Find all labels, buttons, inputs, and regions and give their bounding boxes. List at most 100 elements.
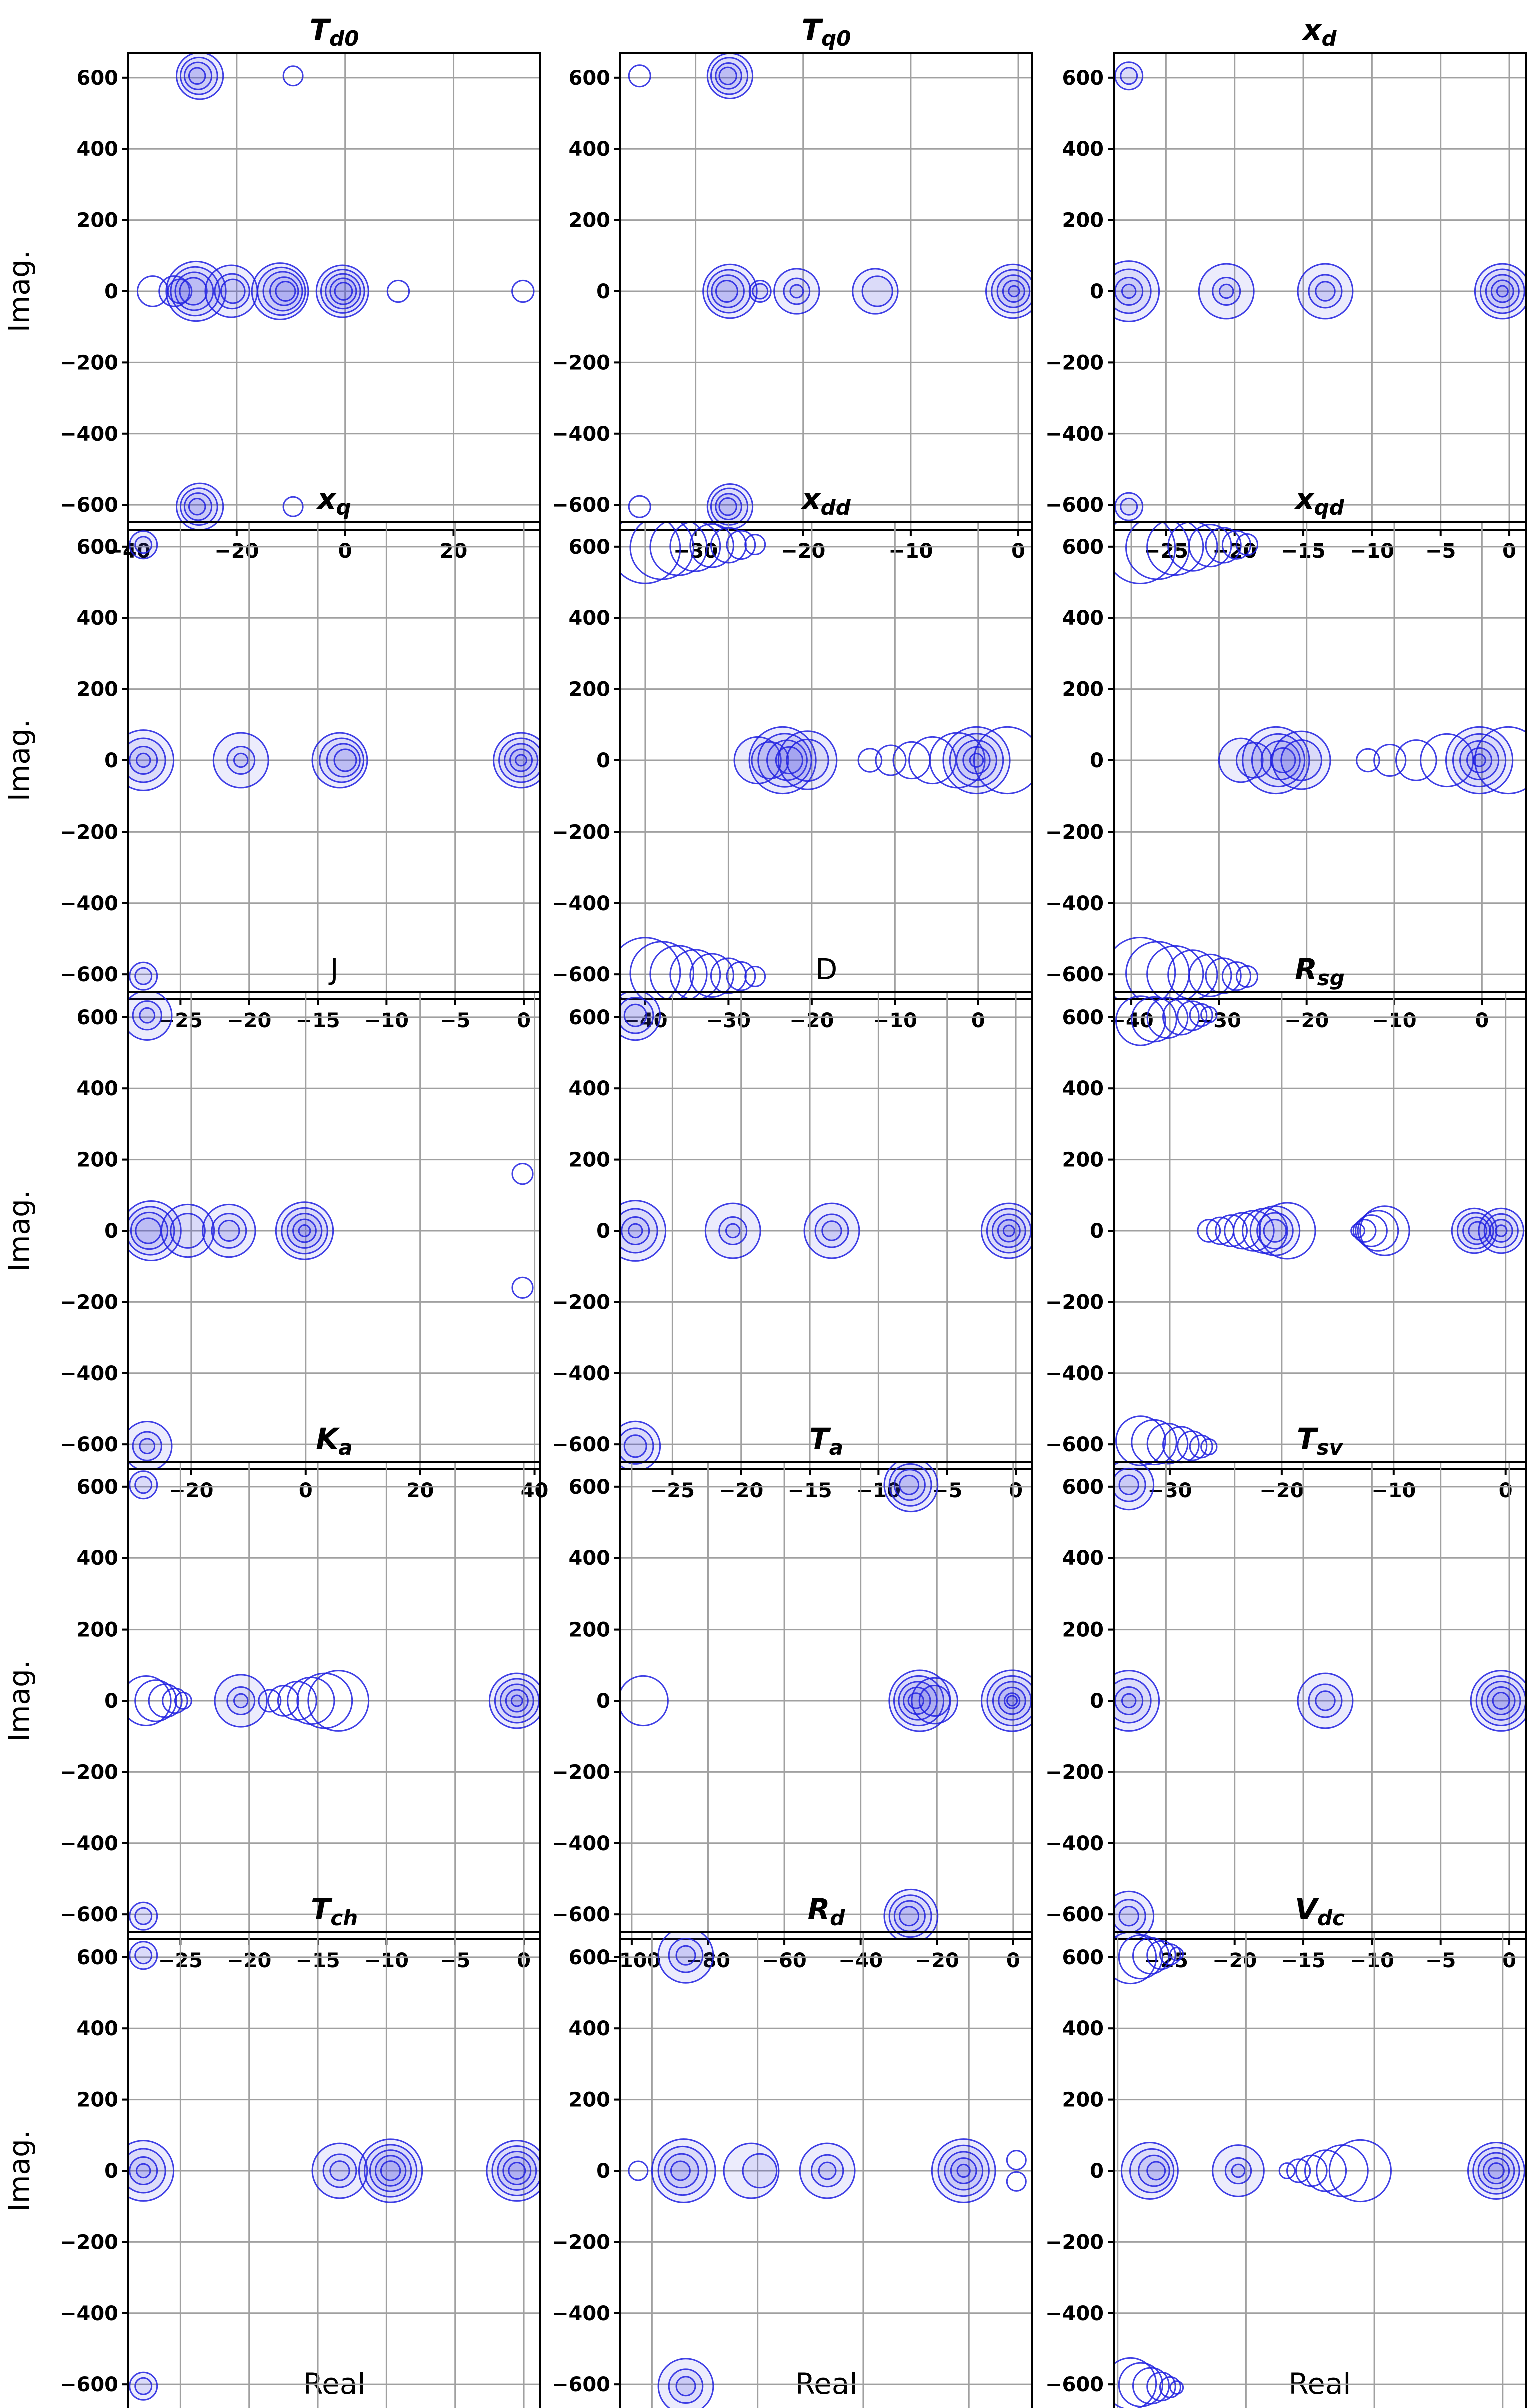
- eigenvalue-circle: [883, 1888, 939, 1939]
- eigenvalue-circle: [980, 1202, 1032, 1259]
- y-tick-label: −600: [552, 2373, 610, 2396]
- eigenvalue-circle: [718, 497, 737, 516]
- eigenvalue-circle: [956, 2163, 971, 2178]
- eigenvalue-circle: [129, 530, 158, 560]
- eigenvalue-circle: [1445, 726, 1514, 795]
- y-tick-label: −200: [60, 2231, 118, 2254]
- y-tick-label: 0: [596, 2160, 610, 2183]
- eigenvalue-markers: [128, 992, 534, 1469]
- x-tick-label: −10: [1371, 1479, 1416, 1502]
- eigenvalue-circle: [202, 1203, 256, 1258]
- eigenvalue-circle: [1489, 1219, 1513, 1243]
- y-tick-label: 400: [569, 1547, 611, 1570]
- y-tick-label: 400: [1062, 138, 1104, 161]
- eigenvalue-circle: [1472, 753, 1486, 767]
- eigenvalue-circle: [649, 945, 708, 999]
- eigenvalue-circle: [1188, 524, 1232, 568]
- eigenvalue-circle: [1114, 2357, 1157, 2408]
- eigenvalue-circle: [1218, 737, 1264, 783]
- x-tick-label: −10: [873, 1009, 917, 1032]
- eigenvalue-circle: [702, 263, 758, 319]
- eigenvalue-markers: [620, 522, 1032, 999]
- eigenvalue-circle: [723, 2142, 780, 2199]
- eigenvalue-circle: [1474, 263, 1526, 320]
- eigenvalue-circle: [1224, 1212, 1261, 1250]
- eigenvalue-circle: [898, 1906, 920, 1927]
- eigenvalue-circle: [1235, 533, 1259, 556]
- eigenvalue-circle: [775, 746, 804, 775]
- y-tick-label: 600: [1062, 536, 1104, 559]
- x-tick-label: −20: [214, 540, 259, 563]
- eigenvalue-circle: [1114, 1932, 1157, 1985]
- eigenvalue-circle: [628, 2160, 649, 2181]
- y-axis-label: Imag.: [2, 1660, 36, 1742]
- eigenvalue-circle: [1395, 739, 1437, 781]
- eigenvalue-circle: [649, 522, 708, 576]
- eigenvalue-circle: [875, 744, 907, 776]
- y-tick-label: 400: [1062, 1077, 1104, 1100]
- y-tick-label: −400: [60, 423, 118, 446]
- eigenvalue-circle: [386, 279, 410, 303]
- eigenvalue-circle: [176, 53, 224, 100]
- eigenvalue-circle: [1198, 263, 1255, 320]
- eigenvalue-circle: [1146, 1940, 1176, 1970]
- eigenvalue-circle: [128, 1675, 172, 1726]
- eigenvalue-circle: [1218, 283, 1234, 299]
- x-tick-label: 0: [1009, 1479, 1023, 1502]
- subplot-title: Ta: [809, 1422, 843, 1460]
- y-tick-label: 200: [77, 1619, 119, 1642]
- eigenvalue-circle: [1356, 748, 1380, 773]
- x-tick-label: −25: [158, 1009, 203, 1032]
- eigenvalue-circle: [488, 1672, 540, 1729]
- y-tick-label: 600: [1062, 1946, 1104, 1969]
- eigenvalue-circle: [1297, 1672, 1354, 1729]
- eigenvalue-circle: [1304, 2149, 1347, 2192]
- eigenvalue-circle: [1478, 1207, 1525, 1254]
- eigenvalue-circle: [783, 277, 811, 305]
- eigenvalue-circle: [515, 754, 528, 767]
- subplot-title: Vdc: [1295, 1892, 1345, 1930]
- eigenvalue-circle: [908, 736, 957, 785]
- eigenvalue-circle: [333, 748, 357, 772]
- y-tick-label: 0: [104, 1690, 118, 1713]
- eigenvalue-circle: [493, 732, 540, 789]
- y-tick-label: 0: [1090, 280, 1104, 303]
- eigenvalue-circle: [726, 530, 756, 560]
- eigenvalue-circle: [1297, 263, 1354, 320]
- y-tick-label: −600: [60, 1903, 118, 1926]
- eigenvalue-circle: [311, 2142, 368, 2199]
- eigenvalue-circle: [668, 1937, 704, 1973]
- y-tick-label: −200: [1045, 1291, 1104, 1314]
- y-tick-label: −600: [1045, 963, 1104, 986]
- eigenvalue-circle: [1132, 2367, 1170, 2405]
- eigenvalue-circle: [1479, 268, 1525, 314]
- y-tick-label: 600: [569, 1006, 611, 1029]
- eigenvalue-circle: [1355, 1214, 1388, 1247]
- eigenvalue-circle: [233, 1693, 249, 1709]
- y-tick-label: 0: [104, 280, 118, 303]
- eigenvalue-circle: [1114, 277, 1144, 306]
- eigenvalue-circle: [258, 1689, 282, 1713]
- eigenvalue-circle: [1114, 492, 1144, 521]
- x-tick-label: 0: [1006, 1949, 1020, 1972]
- y-tick-label: 600: [1062, 1006, 1104, 1029]
- eigenvalue-circle: [1256, 1212, 1294, 1250]
- eigenvalue-circle: [486, 2140, 540, 2202]
- eigenvalue-circle: [1118, 1905, 1139, 1927]
- eigenvalue-circle: [1189, 1003, 1213, 1027]
- y-tick-label: −200: [1045, 351, 1104, 374]
- eigenvalue-circle: [950, 2157, 977, 2184]
- eigenvalue-circle: [298, 1224, 311, 1237]
- eigenvalue-circle: [752, 283, 769, 300]
- eigenvalue-circle: [129, 961, 158, 991]
- y-tick-label: 200: [77, 678, 119, 701]
- eigenvalue-circle: [969, 753, 984, 768]
- eigenvalue-circle: [1006, 1695, 1018, 1707]
- eigenvalue-markers: [620, 1462, 1032, 1939]
- eigenvalue-circle: [627, 1223, 643, 1239]
- eigenvalue-circle: [669, 949, 721, 999]
- y-tick-label: 0: [596, 1690, 610, 1713]
